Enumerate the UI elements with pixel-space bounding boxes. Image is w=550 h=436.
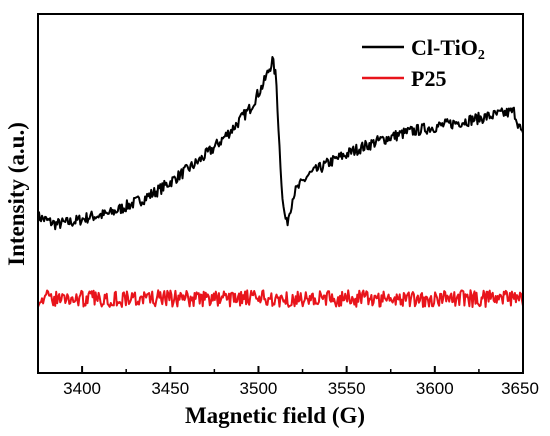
x-tick-label: 3500 <box>240 379 278 398</box>
x-tick-label: 3650 <box>501 379 539 398</box>
plot-frame <box>37 13 524 374</box>
series-layer <box>37 56 524 308</box>
legend: Cl-TiO2 P25 <box>362 35 485 91</box>
legend-label-p25: P25 <box>411 66 446 91</box>
x-tick-label: 3450 <box>151 379 189 398</box>
plot-area: 3400 3450 3500 3550 3600 3650 <box>37 13 539 398</box>
x-ticks: 3400 3450 3500 3550 3600 3650 <box>63 366 539 398</box>
legend-label-cl-tio2: Cl-TiO2 <box>411 35 485 63</box>
x-tick-label: 3400 <box>63 379 101 398</box>
series-line-cl-tio2 <box>37 56 524 231</box>
series-line-p25 <box>37 289 524 308</box>
y-axis-title: Intensity (a.u.) <box>4 122 29 266</box>
x-tick-label: 3600 <box>416 379 454 398</box>
x-axis-title: Magnetic field (G) <box>185 403 365 428</box>
x-tick-label: 3550 <box>328 379 366 398</box>
